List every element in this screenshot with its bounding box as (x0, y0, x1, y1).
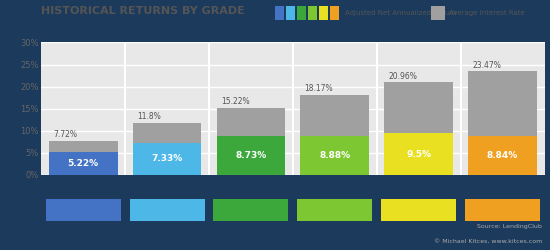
Bar (468, 71, 537, 175)
Bar (217, 108, 285, 175)
Text: D: D (331, 205, 339, 215)
Text: 15.22%: 15.22% (221, 97, 249, 106)
Text: Average Interest Rate: Average Interest Rate (449, 10, 525, 16)
Text: 8.88%: 8.88% (319, 151, 350, 160)
Text: 8.84%: 8.84% (487, 151, 518, 160)
Text: E: E (415, 205, 422, 215)
Text: 18.17%: 18.17% (305, 84, 333, 93)
Text: 23.47%: 23.47% (472, 60, 501, 70)
Bar (468, 136, 537, 175)
Text: 8.73%: 8.73% (235, 151, 267, 160)
Text: 7.72%: 7.72% (53, 130, 77, 139)
Bar (49, 152, 118, 175)
Bar (384, 133, 453, 175)
Bar (133, 123, 201, 175)
Text: © Michael Kitces, www.kitces.com: © Michael Kitces, www.kitces.com (433, 239, 542, 244)
Text: HISTORICAL RETURNS BY GRADE: HISTORICAL RETURNS BY GRADE (41, 6, 245, 16)
Bar (49, 141, 118, 175)
Text: 11.8%: 11.8% (137, 112, 161, 121)
Bar (300, 136, 369, 175)
Text: Source: LendingClub: Source: LendingClub (477, 224, 542, 229)
Text: 20.96%: 20.96% (388, 72, 417, 81)
Bar (217, 136, 285, 175)
Text: 5.22%: 5.22% (68, 159, 99, 168)
Text: 9.5%: 9.5% (406, 150, 431, 158)
Bar (300, 95, 369, 175)
Text: A: A (79, 205, 87, 215)
Text: 7.33%: 7.33% (151, 154, 183, 163)
Text: B: B (163, 205, 171, 215)
Text: F + G: F + G (487, 205, 518, 215)
Bar (384, 82, 453, 175)
Text: C: C (247, 205, 255, 215)
Bar (133, 143, 201, 175)
Text: Adjusted Net Annualized Return: Adjusted Net Annualized Return (345, 10, 456, 16)
